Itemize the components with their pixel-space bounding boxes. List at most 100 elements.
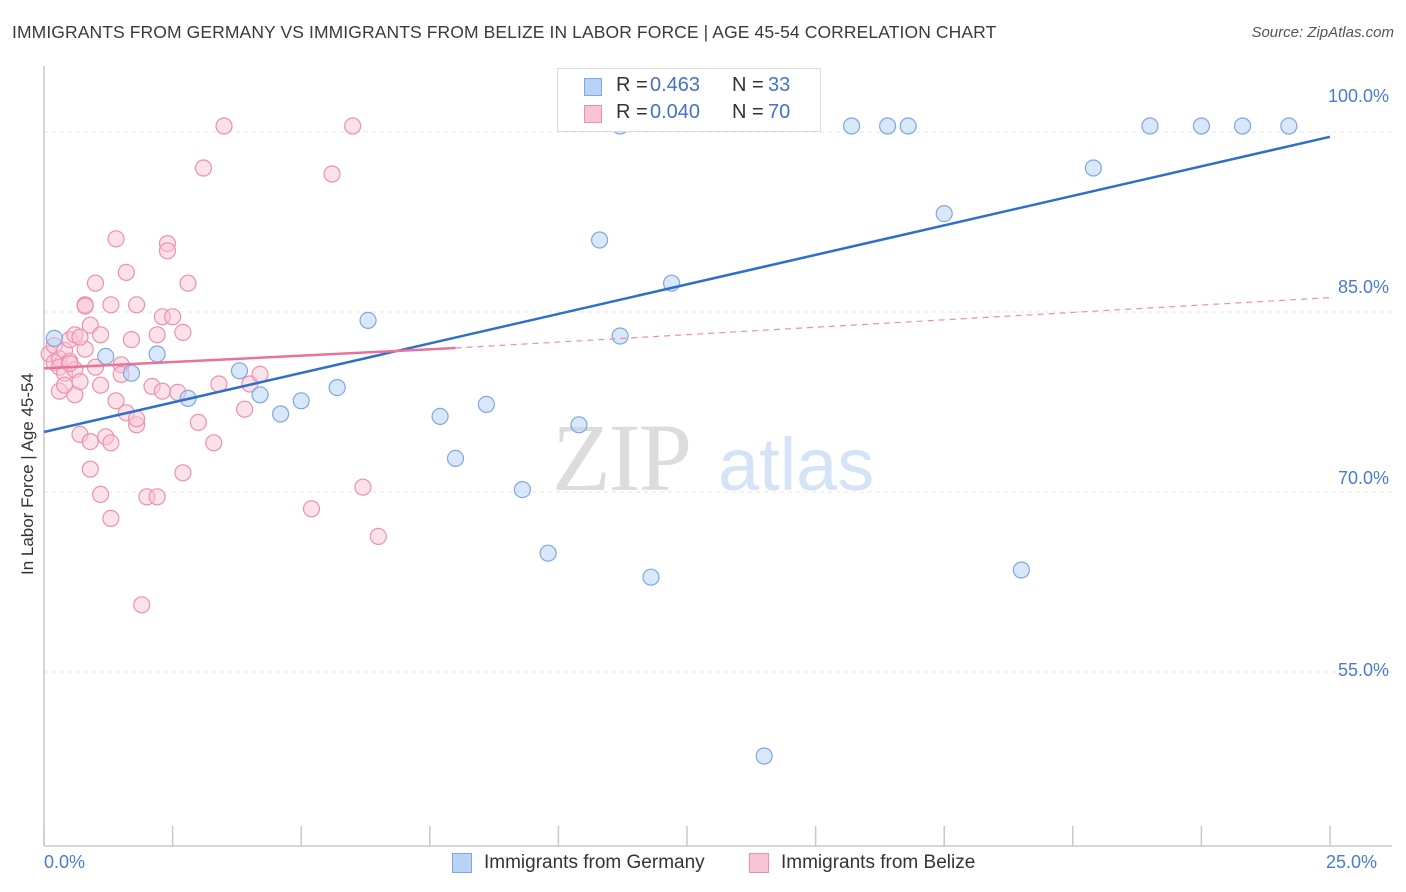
belize-point-45: [153, 382, 171, 400]
belize-point-33: [117, 263, 135, 281]
belize-n-label: N =: [732, 101, 764, 123]
germany-point-11: [431, 407, 449, 425]
germany-point-22: [935, 205, 953, 223]
belize-point-39: [133, 596, 151, 614]
belize-point-30: [107, 392, 125, 410]
germany-point-15: [539, 544, 557, 562]
belize-swatch: [584, 105, 602, 123]
belize-point-52: [179, 274, 197, 292]
stats-legend: R = 0.463 N = 33 R = 0.040 N = 70: [557, 68, 821, 132]
belize-point-58: [236, 400, 254, 418]
trend-lines: [43, 135, 1331, 434]
germany-r-label: R =: [616, 74, 648, 96]
y-axis-title: In Labor Force | Age 45-54: [18, 373, 37, 575]
belize-trend-line: [43, 346, 456, 370]
belize-point-48: [164, 308, 182, 326]
belize-point-35: [122, 331, 141, 349]
x-min-label: 0.0%: [44, 852, 86, 872]
belize-point-28: [102, 434, 120, 452]
germany-r-value: 0.463: [650, 74, 701, 96]
germany-point-16: [570, 416, 588, 434]
belize-point-63: [55, 376, 74, 394]
germany-point-5: [230, 362, 249, 380]
germany-point-13: [477, 395, 495, 413]
belize-point-43: [148, 488, 166, 506]
germany-point-28: [1280, 117, 1298, 135]
belize-points: [40, 117, 387, 614]
belize-point-67: [344, 117, 362, 135]
y-tick-label-100: 100.0%: [1328, 86, 1390, 106]
belize-r-value: 0.040: [650, 101, 701, 123]
belize-point-55: [205, 434, 223, 452]
germany-n-value: 33: [768, 74, 791, 96]
germany-point-21: [755, 747, 773, 765]
belize-point-26: [102, 296, 120, 314]
belize-point-66: [323, 165, 341, 183]
belize-point-50: [174, 323, 192, 341]
germany-point-3: [148, 345, 166, 363]
belize-point-19: [81, 460, 99, 478]
belize-point-27: [102, 509, 120, 528]
watermark: ZIP atlas: [552, 404, 874, 511]
belize-point-42: [148, 326, 166, 344]
germany-point-31: [879, 117, 897, 135]
germany-point-27: [1233, 117, 1252, 135]
y-tick-label-55: 55.0%: [1338, 660, 1390, 680]
belize-point-65: [302, 500, 321, 518]
belize-n-value: 70: [768, 101, 791, 123]
germany-point-26: [1192, 117, 1211, 135]
axes: [43, 66, 1392, 847]
germany-point-30: [843, 117, 861, 135]
belize-trend-extension: [455, 297, 1331, 349]
germany-point-12: [446, 449, 465, 467]
germany-point-2: [122, 364, 141, 382]
belize-point-61: [76, 297, 94, 315]
germany-n-label: N =: [732, 74, 764, 96]
belize-point-47: [158, 242, 177, 260]
belize-point-53: [189, 413, 207, 431]
germany-point-19: [642, 568, 660, 586]
y-tick-label-70: 70.0%: [1338, 468, 1390, 488]
belize-r-label: R =: [616, 101, 648, 123]
belize-point-13: [71, 373, 89, 391]
belize-point-57: [215, 117, 233, 135]
legend-item-germany: Immigrants from Germany: [452, 852, 732, 876]
germany-point-10: [292, 392, 310, 410]
watermark-atlas: atlas: [718, 423, 874, 506]
belize-point-24: [91, 326, 110, 344]
legend-belize-swatch: [749, 853, 769, 873]
germany-point-14: [513, 481, 531, 499]
germany-point-25: [1141, 117, 1159, 135]
germany-point-24: [1084, 159, 1102, 177]
x-max-label: 25.0%: [1326, 852, 1378, 872]
germany-points: [45, 117, 1298, 765]
germany-point-17: [590, 231, 609, 249]
germany-point-1: [97, 347, 115, 365]
legend-item-belize: Immigrants from Belize: [749, 852, 1009, 876]
belize-point-23: [91, 485, 110, 503]
germany-point-23: [1012, 561, 1030, 579]
belize-point-62: [61, 355, 79, 373]
grid-lines: [44, 131, 1392, 673]
legend-germany-label: Immigrants from Germany: [484, 852, 705, 873]
chart-title: IMMIGRANTS FROM GERMANY VS IMMIGRANTS FR…: [12, 22, 997, 42]
source-credit: Source: ZipAtlas.com: [1251, 24, 1394, 41]
belize-point-68: [354, 478, 372, 496]
legend-belize-label: Immigrants from Belize: [781, 852, 976, 873]
legend-germany-swatch: [452, 853, 472, 873]
belize-point-54: [194, 159, 213, 177]
germany-point-7: [272, 405, 290, 423]
belize-point-36: [127, 296, 146, 314]
germany-point-6: [251, 386, 269, 404]
germany-trend-line: [43, 135, 1331, 434]
belize-point-64: [71, 328, 89, 346]
germany-point-18: [611, 327, 629, 345]
belize-point-21: [86, 274, 105, 292]
belize-point-29: [107, 230, 125, 248]
belize-point-51: [174, 464, 192, 482]
germany-point-9: [359, 311, 377, 329]
germany-point-8: [328, 379, 346, 397]
y-tick-label-85: 85.0%: [1338, 277, 1390, 297]
germany-point-0: [45, 329, 63, 347]
